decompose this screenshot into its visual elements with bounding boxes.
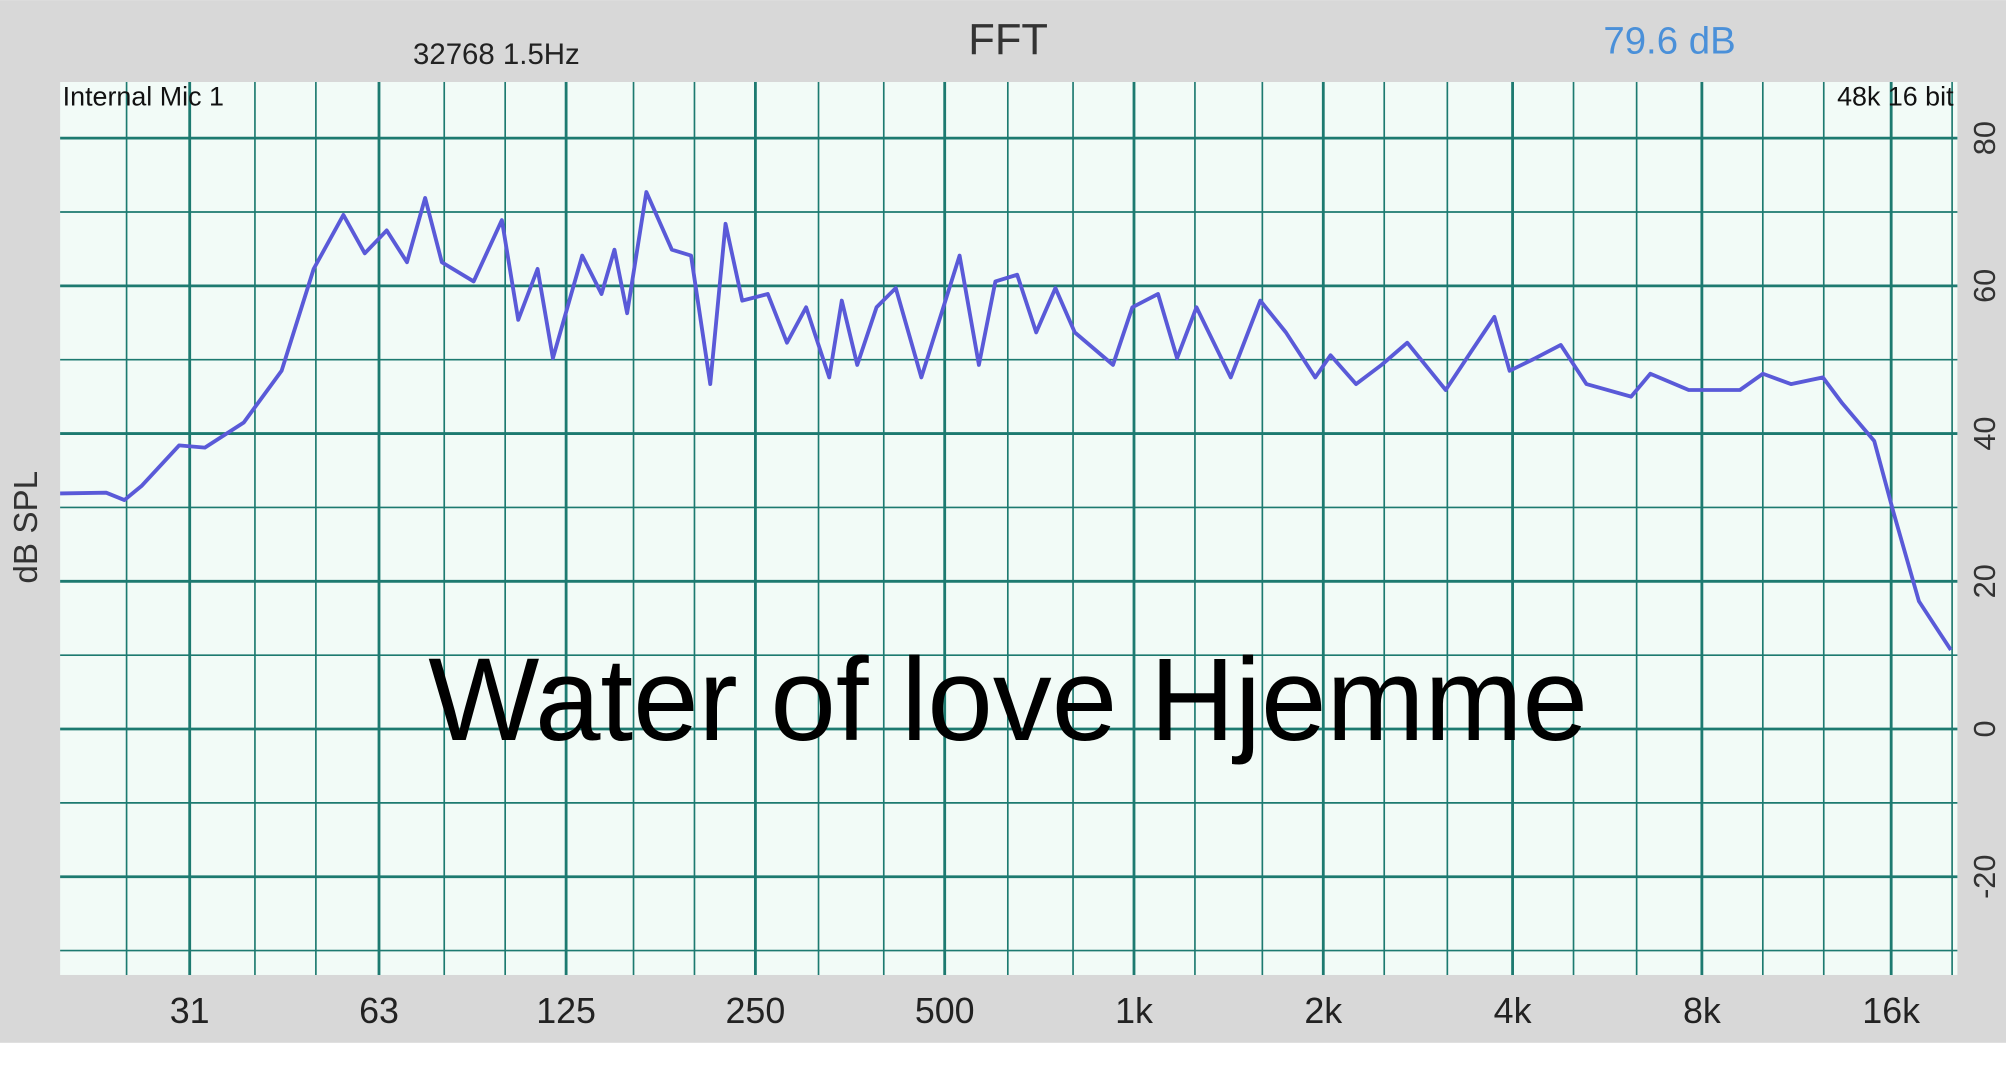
y-tick-label: -20 — [1967, 855, 2002, 899]
grid — [60, 81, 1958, 975]
level-readout: 79.6 dB — [1603, 20, 1735, 63]
x-tick-label: 16k — [1862, 991, 1920, 1031]
format-label: 48k 16 bit — [1837, 82, 1954, 112]
y-axis-label: dB SPL — [8, 471, 45, 584]
y-tick-label: 40 — [1967, 417, 2002, 451]
spectrum-line — [60, 190, 1953, 652]
x-tick-label: 1k — [1115, 991, 1153, 1031]
plot-area — [60, 81, 1958, 975]
y-tick-label: 60 — [1967, 269, 2002, 303]
y-tick-label: 80 — [1967, 121, 2002, 155]
x-tick-label: 250 — [726, 991, 786, 1031]
x-tick-label: 63 — [359, 991, 399, 1031]
annotation: Water of love Hjemme — [428, 633, 1588, 765]
chart-title: FFT — [968, 16, 1048, 64]
y-tick-label: 20 — [1967, 564, 2002, 598]
y-tick-label: 0 — [1967, 720, 2002, 737]
input-label: Internal Mic 1 — [63, 82, 224, 112]
x-tick-label: 8k — [1683, 991, 1721, 1031]
subtitle: 32768 1.5Hz — [413, 38, 580, 71]
x-tick-label: 125 — [536, 991, 596, 1031]
x-tick-label: 4k — [1494, 991, 1532, 1031]
marks — [60, 190, 1953, 652]
x-tick-label: 31 — [170, 991, 210, 1031]
x-tick-label: 500 — [915, 991, 975, 1031]
x-tick-label: 2k — [1304, 991, 1342, 1031]
